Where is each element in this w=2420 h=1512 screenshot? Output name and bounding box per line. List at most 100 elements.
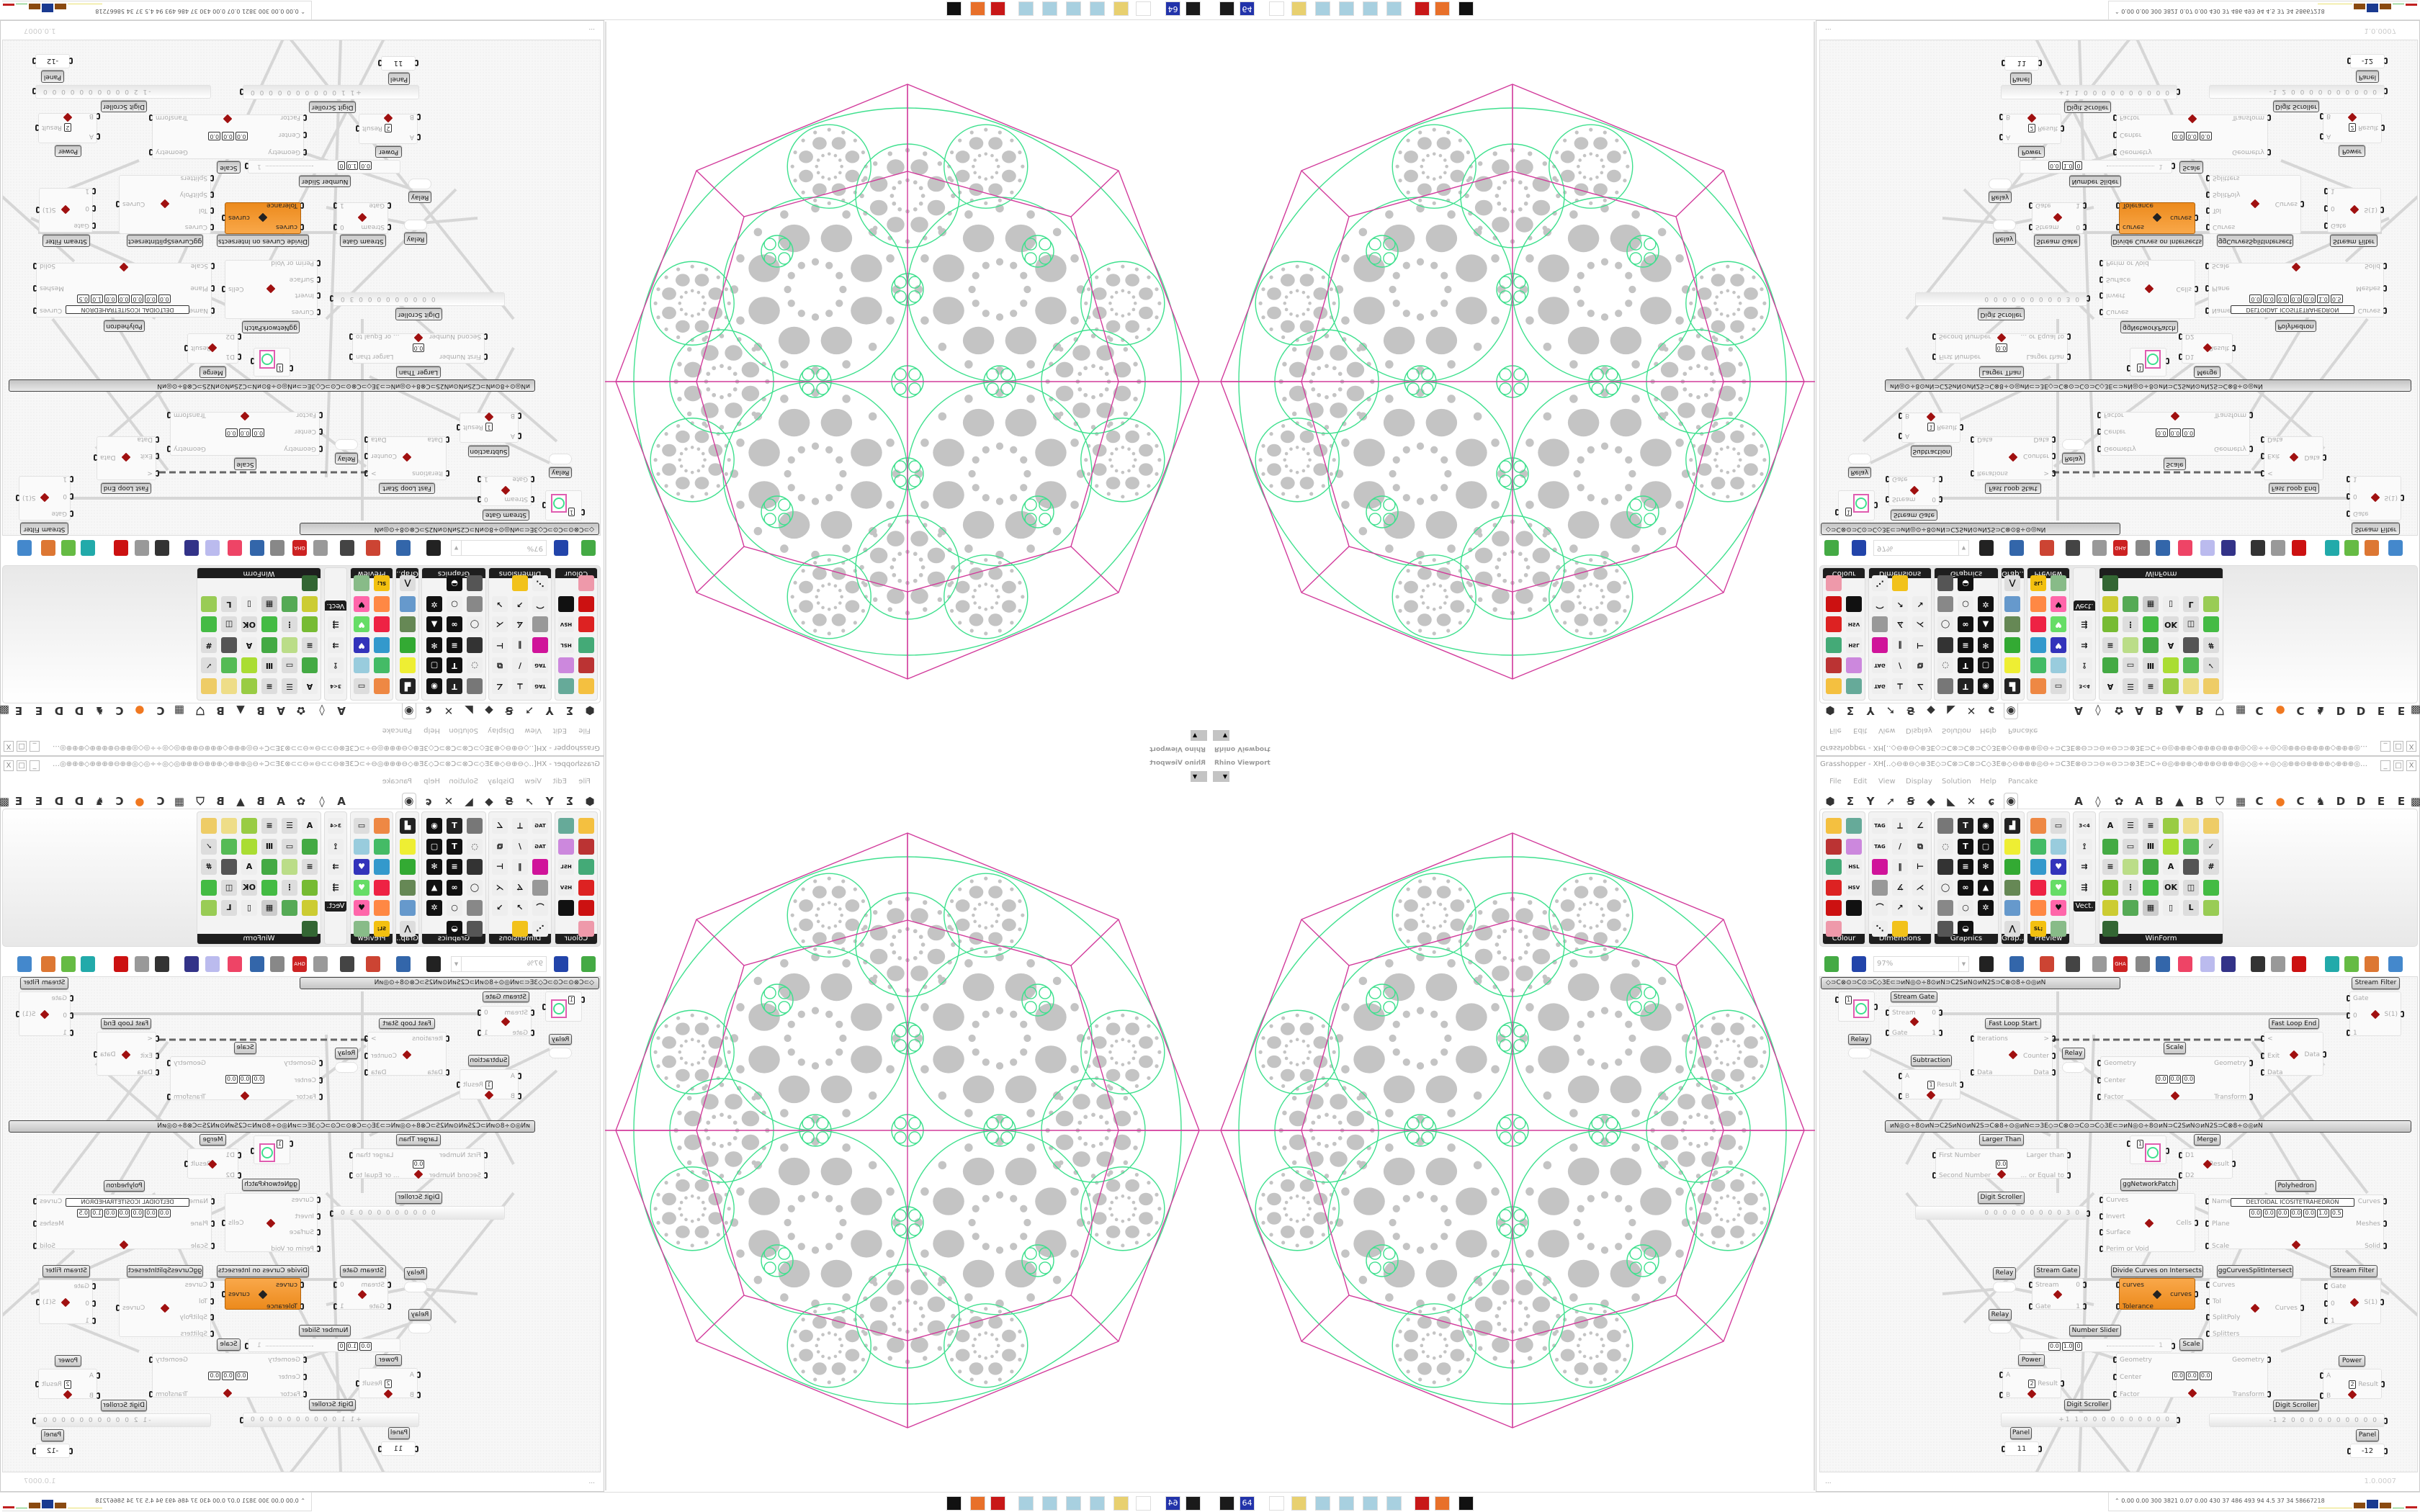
- output-port[interactable]: [32, 1418, 36, 1424]
- heart-green-icon[interactable]: ♥: [2051, 616, 2066, 633]
- trees-form-icon[interactable]: [2123, 637, 2138, 653]
- panel-label[interactable]: Panel: [388, 1427, 410, 1439]
- sphere-red-2-icon[interactable]: [1826, 596, 1842, 612]
- input-port[interactable]: [92, 1300, 96, 1307]
- blobs-blue-icon[interactable]: [2030, 859, 2046, 875]
- display-eye-icon[interactable]: ◉: [2004, 703, 2018, 719]
- panel-label[interactable]: Panel: [2010, 1427, 2032, 1439]
- relay-label[interactable]: Relay: [2062, 1048, 2085, 1059]
- input-port[interactable]: [2320, 113, 2323, 120]
- input-port[interactable]: [319, 1076, 323, 1084]
- slider-setting-field[interactable]: 0.0: [359, 1342, 372, 1351]
- grid2-icon[interactable]: ▩: [0, 704, 10, 717]
- gear-circle-icon[interactable]: ✻: [1978, 859, 1994, 875]
- dotted-circle-icon[interactable]: ◌: [467, 657, 483, 674]
- merge-label[interactable]: Merge: [2194, 1134, 2220, 1146]
- output-port[interactable]: [32, 88, 36, 94]
- relay-label[interactable]: Relay: [408, 1309, 431, 1320]
- larger-than-component[interactable]: First Number Second Number Larger than... …: [1932, 333, 2071, 364]
- text-black-icon[interactable]: T: [1958, 657, 1973, 674]
- stream-gate-component[interactable]: Stream Gate 0 1: [2029, 1278, 2087, 1310]
- new-file-icon[interactable]: [1824, 540, 1839, 556]
- output-port[interactable]: [36, 1299, 40, 1305]
- camera-icon[interactable]: ▭: [354, 678, 369, 694]
- gradient-square-icon[interactable]: [1826, 575, 1842, 592]
- eye-circle-icon[interactable]: ◉: [1978, 818, 1994, 834]
- digit-scroller-component[interactable]: -1 2 0 0 0 0 0 0 0 0 0 0: [32, 85, 211, 99]
- arc-red-icon[interactable]: ↗: [512, 596, 528, 612]
- maximize-button[interactable]: □: [2393, 760, 2403, 771]
- label-icon[interactable]: L: [2183, 900, 2199, 916]
- input-port[interactable]: [2097, 1060, 2101, 1066]
- grid-green-icon[interactable]: [241, 818, 257, 834]
- firefox-icon[interactable]: [970, 1, 985, 16]
- swatch-value[interactable]: 1: [1845, 996, 1852, 1004]
- input-port[interactable]: [210, 207, 214, 215]
- package-icon[interactable]: [302, 616, 318, 633]
- checkbox-icon[interactable]: ✓: [2203, 838, 2219, 855]
- input-port[interactable]: [1835, 509, 1839, 516]
- cylinder-wire-icon[interactable]: [2271, 956, 2285, 972]
- arc-red-icon[interactable]: ↗: [1892, 900, 1908, 916]
- output-port[interactable]: [2381, 1381, 2385, 1387]
- param-value-field[interactable]: 0.0: [2290, 294, 2303, 303]
- digit-scroller-component[interactable]: +1 1 0 0 0 0 0 0 0 0 0 0: [240, 1413, 419, 1427]
- fast-loop-start-label[interactable]: Fast Loop Start: [1985, 483, 2041, 494]
- line-chart-icon[interactable]: [400, 879, 416, 896]
- arc-red-icon[interactable]: ↗: [512, 900, 528, 916]
- link-icon[interactable]: ∞: [447, 879, 462, 896]
- minimize-button[interactable]: _: [30, 760, 40, 771]
- wire-display-icon[interactable]: [2092, 540, 2107, 556]
- heart-blue-icon[interactable]: ♥: [354, 637, 369, 653]
- input-port[interactable]: [2206, 207, 2210, 215]
- fast-loop-start-component[interactable]: Iterations Data > Counter Data: [1971, 1032, 2056, 1076]
- menu-solution[interactable]: Solution: [1942, 726, 1971, 734]
- bar-chart-icon[interactable]: ▟: [400, 818, 416, 834]
- input-port[interactable]: [70, 493, 73, 500]
- output-port[interactable]: [1939, 1030, 1942, 1036]
- colour-box-icon[interactable]: [578, 657, 594, 674]
- relay-label[interactable]: Relay: [1989, 1309, 2012, 1320]
- tree-image-icon[interactable]: [2051, 920, 2066, 937]
- tab-d2-icon[interactable]: D: [2356, 795, 2366, 808]
- swatch-value[interactable]: 1: [276, 364, 283, 372]
- output-port[interactable]: [2383, 307, 2387, 314]
- input-port[interactable]: [484, 333, 488, 340]
- input-port[interactable]: [2261, 470, 2264, 477]
- sphere-red-icon[interactable]: [1826, 879, 1842, 896]
- triangle-yellow-icon[interactable]: [512, 575, 528, 592]
- close-button[interactable]: X: [2406, 760, 2416, 771]
- ring-icon[interactable]: ◯: [467, 616, 483, 633]
- digit-scroller-component[interactable]: 0 0 0 0 0 0 0 0 0 3 0: [1915, 1206, 2090, 1220]
- power-label[interactable]: Power: [2018, 146, 2045, 158]
- tab-a2-icon[interactable]: A: [277, 704, 285, 717]
- output-port[interactable]: [364, 436, 368, 443]
- output-port[interactable]: [2323, 1050, 2326, 1058]
- ggcurvessplitintersect-label[interactable]: ggCurvesSplitIntersect: [127, 1265, 203, 1277]
- angle-red-icon[interactable]: ⋌: [1912, 616, 1928, 633]
- window-red-icon[interactable]: [270, 956, 284, 972]
- floppy-star-icon[interactable]: ✲: [1978, 900, 1994, 916]
- group-bar[interactable]: ◇⊃C⊗⊙⊃C⊙⊃C◇3E⊂⊃ᴎN◎⊙÷8⊙ᴎN⊃C2SᴎN⊙ᴎN2S⊃C⊗⊙8…: [300, 523, 599, 535]
- fast-loop-end-component[interactable]: < Exit Data Data: [2261, 436, 2326, 480]
- tab-a-icon[interactable]: A: [337, 704, 346, 717]
- colour-cube-icon[interactable]: [578, 637, 594, 653]
- polyhedron-component[interactable]: Name Plane Scale Curves Meshes Solid DELTOIDAL…: [2205, 1194, 2387, 1250]
- output-port[interactable]: [2083, 1303, 2087, 1310]
- list-circle-icon[interactable]: ≡: [1958, 637, 1973, 653]
- sets-icon[interactable]: Y: [545, 704, 554, 717]
- input-port[interactable]: [70, 1030, 73, 1036]
- input-port[interactable]: [2324, 188, 2328, 194]
- swatch-value[interactable]: 1: [2137, 1140, 2144, 1148]
- output-port[interactable]: [16, 495, 19, 501]
- colour-triangle-icon[interactable]: [558, 838, 574, 855]
- label-icon[interactable]: L: [221, 596, 237, 612]
- input-port[interactable]: [238, 1152, 241, 1158]
- output-port[interactable]: [542, 502, 546, 508]
- swatch-value[interactable]: 1: [276, 1140, 283, 1148]
- arrows-green-icon[interactable]: ⇶: [2076, 616, 2092, 633]
- divide-curves-on-intersects-label[interactable]: Divide Curves on Intersects: [217, 1265, 309, 1277]
- curve-icon[interactable]: Ꞩ: [1906, 704, 1915, 717]
- floppy-star-icon[interactable]: ✲: [1978, 596, 1994, 612]
